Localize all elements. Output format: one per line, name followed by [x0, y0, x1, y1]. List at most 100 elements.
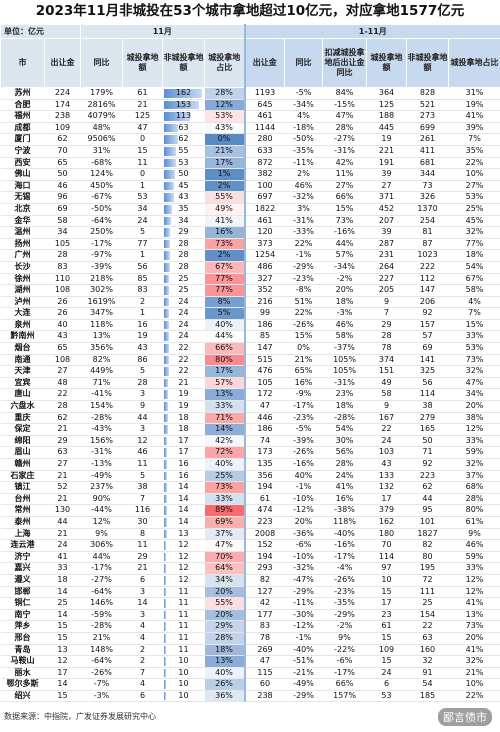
cell: 105% [322, 365, 367, 378]
cell-text: 24 [178, 308, 189, 318]
cell: -17% [284, 400, 323, 413]
cell: 13% [204, 655, 245, 668]
cell: 147 [243, 342, 285, 355]
cell-text: 24 [178, 331, 189, 341]
city-name: 大连 [0, 307, 45, 320]
table-row: 连云港 24 306% 11 12 47% 152 -6% -16% 70 82 46% [0, 539, 500, 552]
cell: 14 [162, 481, 205, 494]
cell: 49 [366, 377, 407, 390]
cell: 82 [406, 539, 449, 552]
cell: 21 [162, 377, 205, 390]
cell: 83 [44, 261, 81, 274]
city-name: 南通 [0, 354, 45, 367]
table-row: 台州 21 90% 7 14 33% 61 -10% 16% 17 44 28% [0, 493, 500, 506]
cell: 24 [162, 319, 205, 332]
table-row: 丽水 17 -26% 7 10 40% 115 -21% -17% 24 91 21% [0, 667, 500, 680]
cell: 238 [44, 110, 81, 123]
cell: 172 [243, 388, 285, 402]
cell: 77% [448, 238, 500, 251]
cell: 162 [366, 516, 407, 529]
cell: -21% [284, 667, 323, 680]
cell: 287 [366, 238, 407, 251]
cell: 55% [204, 191, 245, 204]
cell-text: 19 [178, 401, 189, 411]
cell: 61 [122, 87, 163, 100]
cell: 58 [366, 388, 407, 402]
cell-text: 63 [178, 122, 189, 132]
cell: 14 [122, 597, 163, 610]
data-bar [163, 251, 171, 260]
cell: 50 [162, 168, 205, 181]
cell: 2% [204, 249, 245, 262]
cell: -2% [322, 620, 367, 633]
cell: 32 [406, 655, 449, 668]
cell: 8 [122, 528, 163, 541]
cell: 71% [80, 377, 123, 390]
cell: 13% [448, 609, 500, 622]
cell: -68% [80, 157, 123, 170]
cell-text: 18 [178, 412, 189, 422]
table-row: 遵义 18 -27% 6 12 34% 82 -47% -26% 10 72 12% [0, 574, 500, 587]
cell: 21% [80, 632, 123, 645]
cell: 114 [366, 551, 407, 564]
city-name: 铜仁 [0, 597, 45, 610]
cell: 114 [406, 388, 449, 402]
data-bar [163, 146, 177, 156]
cell-text: 12 [178, 551, 189, 561]
cell: 44 [44, 516, 81, 529]
cell: 17% [204, 157, 245, 170]
cell: 9% [448, 528, 500, 541]
table-row: 南宁 14 -59% 3 11 20% 177 -30% -29% 23 154 13% [0, 609, 500, 622]
cell: 44% [80, 551, 123, 564]
cell: 43 [162, 191, 205, 204]
cell: 1 [122, 307, 163, 320]
cell: 2008 [243, 528, 285, 541]
cell: 24 [366, 667, 407, 680]
cell: 2% [204, 180, 245, 193]
cell: 20% [204, 609, 245, 622]
table-row: 镇江 52 237% 38 14 73% 194 -1% 41% 132 62 68% [0, 481, 500, 494]
cell: 302% [80, 284, 123, 297]
cell: 25% [204, 470, 245, 483]
cell-text: 14 [178, 505, 189, 515]
cell: 38% [448, 412, 500, 425]
city-name: 泸州 [0, 296, 45, 309]
cell: -5% [284, 87, 323, 100]
cell: 146% [80, 597, 123, 610]
table-row: 西安 65 -68% 11 53 17% 872 -11% 42% 191 681 22% [0, 157, 500, 170]
cell: 188 [366, 110, 407, 123]
cell: 41% [322, 481, 367, 494]
data-bar [163, 367, 169, 376]
cell: 2% [284, 168, 323, 181]
cell: 15% [322, 203, 367, 216]
table-row: 宜宾 48 71% 28 21 57% 105 16% -31% 49 56 47% [0, 377, 500, 390]
cell: 84% [322, 87, 367, 100]
data-bar [163, 181, 175, 191]
city-name: 无锡 [0, 191, 45, 204]
cell: 20% [204, 586, 245, 599]
data-bar [163, 100, 200, 110]
title: 2023年11月非城投在53个城市拿地超过10亿元，对应拿地1577亿元 [35, 3, 465, 19]
watermark: 鄙言债市 [438, 708, 492, 726]
cell: 195 [406, 562, 449, 575]
cell: 1 [122, 249, 163, 262]
cell: -29% [284, 586, 323, 599]
city-name: 成都 [0, 122, 45, 135]
cell: 47 [243, 400, 285, 413]
cell: 54 [406, 678, 449, 691]
cell: 18% [448, 249, 500, 262]
cell: 83 [243, 620, 285, 633]
cell: 15 [44, 632, 81, 645]
cell: 141 [406, 354, 449, 367]
cell: -39% [284, 435, 323, 448]
cell: 69 [406, 342, 449, 355]
cell: 7 [122, 667, 163, 680]
cell-text: 25 [178, 273, 189, 283]
cell: 22% [284, 307, 323, 320]
cell: -40% [284, 644, 323, 657]
table-row: 金华 58 -64% 24 34 41% 461 -31% 73% 207 254 45% [0, 215, 500, 228]
cell: 25 [162, 284, 205, 297]
cell: 11 [162, 586, 205, 599]
cell: 37% [448, 470, 500, 483]
cell: 12% [448, 423, 500, 436]
